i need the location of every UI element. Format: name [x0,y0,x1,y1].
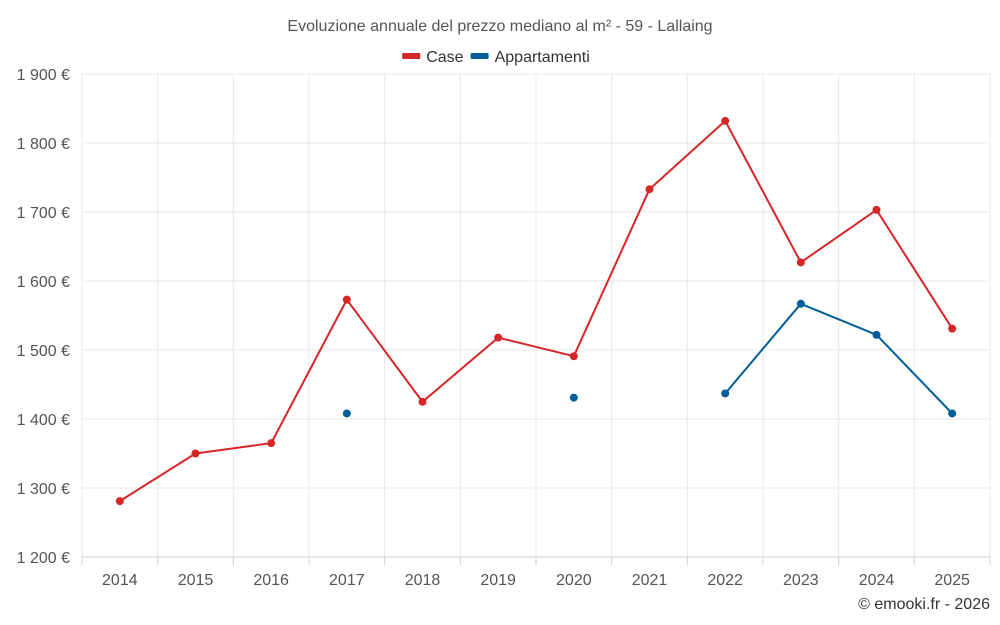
y-tick-label: 1 600 € [17,274,70,291]
data-point-case-2014[interactable] [115,497,124,506]
y-tick-label: 1 800 € [17,136,70,153]
data-point-case-2025[interactable] [948,324,957,333]
legend[interactable]: Case Appartamenti [402,49,590,66]
data-point-case-2019[interactable] [494,333,503,342]
data-point-appartamenti-2024[interactable] [872,330,881,339]
data-point-case-2017[interactable] [342,295,351,304]
legend-swatch-case [402,53,421,59]
x-tick-label-2025: 2025 [934,572,970,589]
data-point-appartamenti-2020[interactable] [569,393,578,402]
x-tick-label-2018: 2018 [405,572,441,589]
chart-title: Evoluzione annuale del prezzo mediano al… [287,18,712,35]
y-tick-label: 1 900 € [17,67,70,84]
x-tick-label-2019: 2019 [480,572,516,589]
data-point-case-2021[interactable] [645,185,654,194]
series-appartamenti [342,299,957,418]
data-point-appartamenti-2022[interactable] [721,389,730,398]
data-point-case-2020[interactable] [569,352,578,361]
data-point-appartamenti-2023[interactable] [796,299,805,308]
data-point-appartamenti-2017[interactable] [342,409,351,418]
axes: 1 200 € 1 300 € 1 400 € 1 500 € 1 600 € 1 700… [17,67,991,589]
x-tick-label-2022: 2022 [707,572,743,589]
series-case [115,116,957,506]
legend-label-case: Case [426,49,463,66]
x-tick-label-2016: 2016 [253,572,289,589]
x-tick-label-2014: 2014 [102,572,138,589]
y-tick-label: 1 700 € [17,205,70,222]
x-tick-label-2021: 2021 [632,572,668,589]
y-tick-label: 1 200 € [17,550,70,567]
data-point-case-2023[interactable] [796,258,805,267]
x-tick-label-2017: 2017 [329,572,365,589]
series-line-appartamenti [724,302,954,415]
data-point-case-2018[interactable] [418,397,427,406]
data-point-case-2016[interactable] [267,439,276,448]
y-tick-label: 1 400 € [17,412,70,429]
y-tick-label: 1 500 € [17,343,70,360]
series-line-case [118,119,954,503]
y-tick-label: 1 300 € [17,481,70,498]
legend-item-appartamenti[interactable]: Appartamenti [470,49,590,66]
grid [81,73,991,557]
legend-item-case[interactable]: Case [402,49,464,66]
data-point-case-2024[interactable] [872,205,881,214]
legend-label-appartamenti: Appartamenti [495,49,590,66]
x-tick-label-2024: 2024 [859,572,895,589]
data-point-case-2015[interactable] [191,449,200,458]
x-tick-label-2015: 2015 [178,572,214,589]
data-point-appartamenti-2025[interactable] [948,409,957,418]
x-tick-label-2020: 2020 [556,572,592,589]
series-layer [115,116,957,506]
legend-swatch-appartamenti [470,53,489,59]
x-tick-label-2023: 2023 [783,572,819,589]
credit-text: © emooki.fr - 2026 [858,596,990,613]
data-point-case-2022[interactable] [721,116,730,125]
